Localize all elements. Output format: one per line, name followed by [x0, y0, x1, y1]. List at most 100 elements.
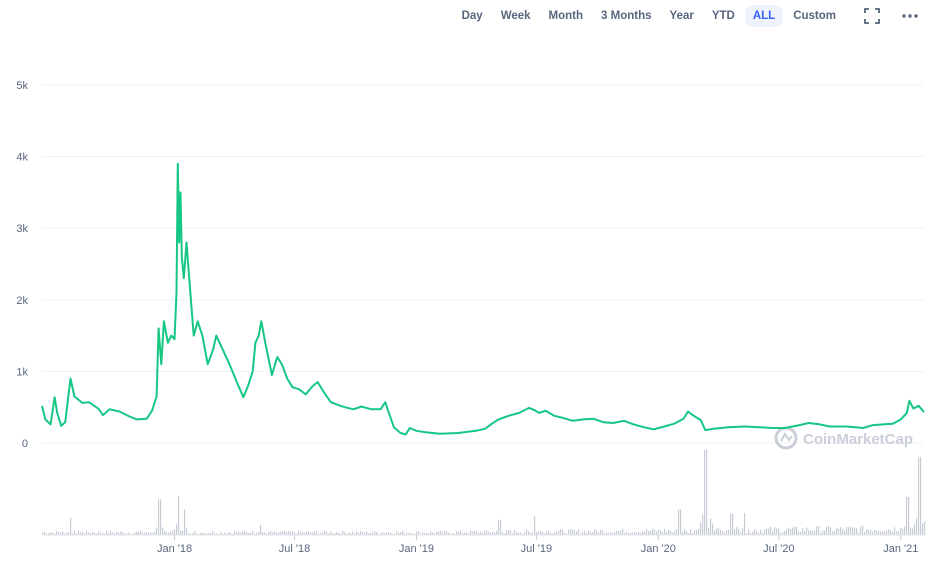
volume-bar [374, 530, 376, 535]
volume-bar [424, 533, 426, 535]
volume-bar [456, 531, 458, 535]
range-3months-button[interactable]: 3 Months [601, 10, 652, 22]
volume-bar [874, 529, 876, 535]
volume-bar [300, 532, 302, 535]
volume-bar [254, 533, 256, 535]
volume-bar [690, 529, 692, 535]
volume-bar [464, 532, 466, 535]
volume-bar [196, 533, 198, 535]
volume-bar [664, 528, 666, 535]
range-year-button[interactable]: Year [669, 10, 694, 22]
volume-bar [590, 531, 592, 535]
volume-bar [662, 531, 664, 535]
volume-bar [554, 532, 556, 535]
volume-bar [574, 530, 576, 535]
volume-bar [676, 528, 678, 535]
volume-bar [330, 531, 332, 535]
volume-bar [452, 533, 454, 535]
volume-bar [166, 532, 168, 535]
volume-bar [326, 531, 328, 535]
volume-bar [488, 531, 490, 535]
volume-bar [454, 533, 456, 535]
volume-bar [128, 532, 130, 535]
volume-bar [846, 526, 848, 535]
volume-bar [336, 532, 338, 535]
volume-bar [320, 532, 322, 535]
volume-bar [740, 532, 742, 535]
volume-bar [222, 533, 224, 535]
volume-bar [610, 531, 612, 535]
volume-bar [248, 533, 250, 535]
volume-bar [308, 531, 310, 535]
volume-bar [712, 523, 714, 535]
volume-bar [414, 533, 416, 535]
volume-bar [246, 531, 248, 535]
volume-bar [882, 531, 884, 535]
volume-bar [438, 530, 440, 535]
range-all-button[interactable]: ALL [744, 5, 784, 27]
volume-bar [312, 532, 314, 535]
volume-bar [504, 533, 506, 535]
volume-bar [418, 531, 420, 535]
volume-bar [100, 532, 102, 535]
volume-bar [442, 532, 444, 535]
volume-bar [832, 531, 834, 535]
volume-bar [252, 530, 254, 535]
volume-bar [868, 529, 870, 535]
volume-bar [678, 509, 680, 535]
volume-bar [732, 513, 734, 535]
volume-bar [860, 526, 862, 535]
time-range-toolbar: Day Week Month 3 Months Year YTD ALL Cus… [452, 5, 920, 27]
volume-bar [656, 531, 658, 535]
volume-bar [94, 532, 96, 535]
volume-bar [60, 532, 62, 535]
volume-bar [724, 532, 726, 535]
volume-bar [230, 532, 232, 535]
volume-bar [368, 533, 370, 535]
volume-bar [292, 531, 294, 535]
volume-bar [530, 533, 532, 535]
volume-bar [822, 530, 824, 535]
volume-bar [654, 529, 656, 535]
volume-bar [132, 533, 134, 535]
volume-bar [564, 532, 566, 535]
volume-bar [124, 533, 126, 535]
range-month-button[interactable]: Month [548, 10, 584, 22]
volume-bar [110, 530, 112, 535]
volume-bar [346, 533, 348, 535]
volume-bar [62, 531, 64, 535]
volume-bar [122, 531, 124, 535]
volume-bar [684, 528, 686, 535]
volume-bar [82, 531, 84, 535]
volume-bar [856, 528, 858, 535]
range-week-button[interactable]: Week [500, 10, 531, 22]
volume-bar [550, 533, 552, 535]
volume-bar [214, 533, 216, 535]
volume-bar [98, 531, 100, 535]
volume-bar [106, 530, 108, 535]
volume-bar [228, 532, 230, 535]
volume-bar [612, 533, 614, 535]
fullscreen-button[interactable] [862, 6, 882, 26]
volume-bar [394, 533, 396, 535]
volume-bar [516, 532, 518, 535]
volume-bar [298, 530, 300, 535]
volume-bar [602, 529, 604, 535]
range-ytd-button[interactable]: YTD [711, 10, 735, 22]
volume-bar [914, 524, 916, 535]
volume-bar [334, 533, 336, 535]
volume-bar [768, 528, 770, 535]
volume-bar [918, 456, 920, 535]
range-day-button[interactable]: Day [461, 10, 483, 22]
volume-bar [842, 528, 844, 535]
volume-bar [440, 530, 442, 535]
volume-bar [104, 533, 106, 535]
more-button[interactable] [900, 6, 920, 26]
volume-bar [52, 532, 54, 535]
volume-bar [672, 532, 674, 535]
range-custom-button[interactable]: Custom [793, 10, 836, 22]
volume-bar [288, 530, 290, 535]
volume-bar [78, 530, 80, 535]
volume-bar [502, 532, 504, 535]
